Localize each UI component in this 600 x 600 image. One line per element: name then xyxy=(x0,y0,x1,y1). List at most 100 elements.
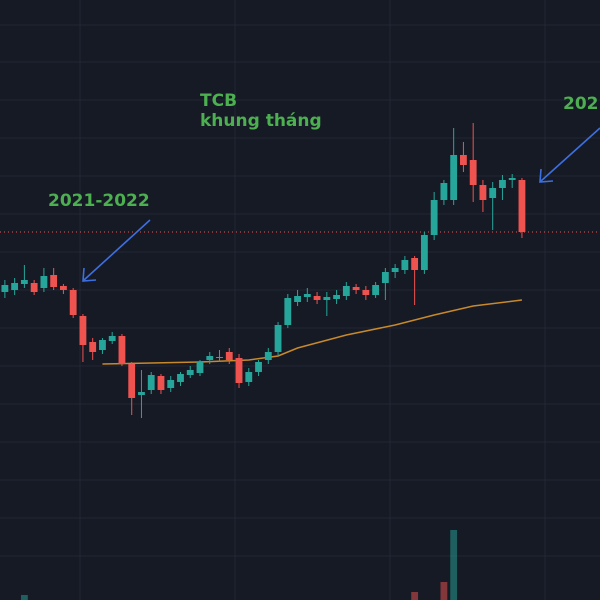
candle-body xyxy=(489,188,497,198)
candle-body xyxy=(411,258,419,270)
candle xyxy=(118,334,126,366)
candle-body xyxy=(50,275,58,287)
candle xyxy=(255,360,262,376)
candle xyxy=(128,362,136,415)
annotation: khung tháng xyxy=(200,111,322,131)
candle-body xyxy=(11,283,19,290)
candle-body xyxy=(499,180,506,188)
volume-bar xyxy=(20,595,28,600)
candle xyxy=(313,292,321,304)
candle xyxy=(284,294,292,328)
plot xyxy=(0,123,600,600)
candle-body xyxy=(323,297,331,300)
candle xyxy=(196,360,204,376)
volume-bar xyxy=(450,530,458,600)
candle xyxy=(99,338,106,354)
candle xyxy=(20,265,28,288)
candle-body xyxy=(479,185,487,200)
candle xyxy=(450,128,458,205)
candle-body xyxy=(108,336,116,341)
candle-body xyxy=(206,356,214,360)
candle xyxy=(333,290,340,304)
candle xyxy=(352,284,360,294)
candle-body xyxy=(157,376,165,390)
candle xyxy=(391,264,399,278)
candle-body xyxy=(79,316,87,345)
candle-body xyxy=(30,283,38,292)
candle-body xyxy=(225,352,233,360)
candle xyxy=(479,180,487,212)
candle-body xyxy=(147,375,155,390)
candle-body xyxy=(352,287,360,290)
candle-body xyxy=(303,294,311,297)
candle xyxy=(186,366,194,378)
candle-body xyxy=(264,352,272,360)
candle-body xyxy=(460,155,467,165)
arrows xyxy=(82,127,600,282)
candle-body xyxy=(450,155,458,200)
candle-body xyxy=(284,298,292,325)
candle-body xyxy=(391,268,399,272)
candle-body xyxy=(255,362,262,372)
candle xyxy=(460,142,467,172)
candle-body xyxy=(430,200,438,235)
candle-body xyxy=(138,392,145,395)
candle-body xyxy=(245,372,253,382)
candle-body xyxy=(20,280,28,284)
candle xyxy=(430,192,438,240)
candle-body xyxy=(518,180,526,232)
candle xyxy=(206,352,214,364)
candle xyxy=(303,288,311,302)
candle-body xyxy=(1,285,9,292)
candle xyxy=(411,256,419,305)
candle xyxy=(40,268,48,292)
candle-body xyxy=(99,340,106,350)
annotation: 2021-2022 xyxy=(48,191,150,211)
candle xyxy=(216,350,223,362)
candle xyxy=(381,268,389,300)
candle xyxy=(50,268,58,290)
candle xyxy=(79,314,87,362)
candle-body xyxy=(177,374,184,382)
candle-body xyxy=(118,336,126,364)
candle-body xyxy=(235,358,243,383)
candle xyxy=(508,174,516,188)
volume-bar xyxy=(440,582,448,600)
candle xyxy=(235,354,243,388)
candle xyxy=(372,282,380,298)
candle xyxy=(177,372,184,386)
candle xyxy=(167,376,175,392)
candle-body xyxy=(167,380,175,388)
volume-bar xyxy=(411,592,419,600)
candle xyxy=(420,232,428,274)
candle-body xyxy=(401,260,409,270)
candle-body xyxy=(60,286,67,290)
candle-body xyxy=(342,286,350,296)
candle xyxy=(469,123,477,202)
candle-body xyxy=(362,290,370,295)
candle xyxy=(108,332,116,344)
candle xyxy=(245,368,253,386)
candle-body xyxy=(420,235,428,270)
annotation: TCB xyxy=(200,91,237,111)
candle xyxy=(294,290,301,306)
candle xyxy=(499,175,506,200)
candle-body xyxy=(440,183,448,200)
candle-body xyxy=(186,370,194,375)
candle xyxy=(264,348,272,364)
candle-body xyxy=(128,364,136,398)
candle xyxy=(69,288,77,318)
candle-body xyxy=(274,325,282,352)
candle-body xyxy=(196,362,204,373)
candle-body xyxy=(381,272,389,283)
candle-body xyxy=(469,160,477,185)
candle-body xyxy=(333,295,340,299)
candle xyxy=(274,322,282,356)
candle-body xyxy=(216,357,223,358)
candle xyxy=(225,348,233,364)
candle xyxy=(11,278,19,295)
candle xyxy=(489,182,497,230)
candle xyxy=(362,286,370,300)
candle-body xyxy=(313,296,321,300)
annotation: 202 xyxy=(563,94,599,114)
